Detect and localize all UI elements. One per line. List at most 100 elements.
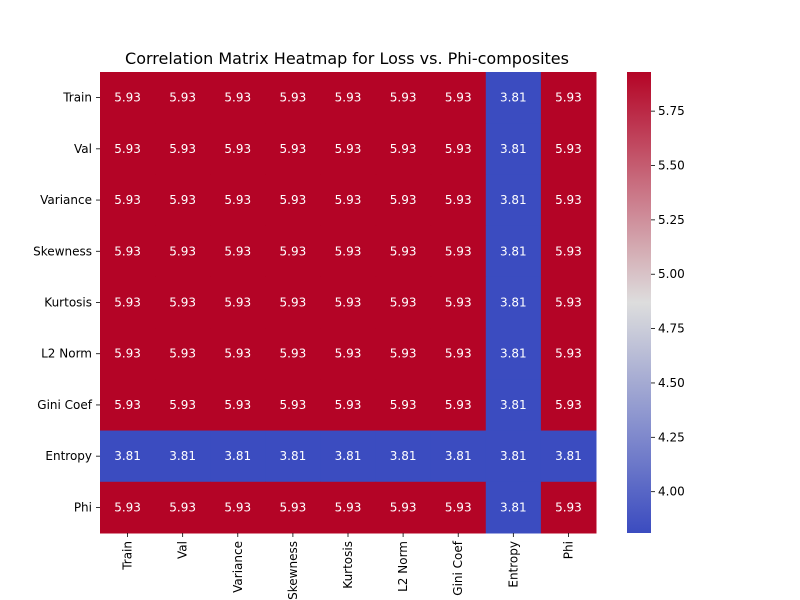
heatmap-cell <box>485 225 542 278</box>
heatmap-cell <box>540 174 597 227</box>
cell-value-label: 3.81 <box>114 449 141 463</box>
cell-value-label: 5.93 <box>224 244 251 258</box>
cell-value-label: 5.93 <box>114 500 141 514</box>
cell-value-label: 3.81 <box>224 449 251 463</box>
cell-value-label: 5.93 <box>335 296 362 310</box>
heatmap-cell <box>320 174 377 227</box>
heatmap-cell <box>155 328 211 380</box>
cell-value-label: 5.93 <box>335 91 362 105</box>
cell-value-label: 5.93 <box>335 500 362 514</box>
colorbar-tick-label: 5.25 <box>658 213 685 227</box>
colorbar-tick-label: 5.50 <box>658 159 685 173</box>
cell-value-label: 3.81 <box>500 142 527 156</box>
heatmap-cell <box>320 276 377 329</box>
cell-value-label: 5.93 <box>114 142 141 156</box>
x-tick-label: Entropy <box>506 541 520 588</box>
cell-value-label: 5.93 <box>445 296 472 310</box>
cell-value-label: 5.93 <box>555 91 582 105</box>
colorbar <box>627 72 651 533</box>
cell-value-label: 5.93 <box>555 296 582 310</box>
heatmap-cell <box>485 174 542 227</box>
heatmap-cell <box>210 481 266 534</box>
cell-value-label: 5.93 <box>390 142 417 156</box>
colorbar-tick-label: 4.75 <box>658 322 685 336</box>
cell-value-label: 5.93 <box>169 91 196 105</box>
cell-value-label: 5.93 <box>390 296 417 310</box>
heatmap-cell <box>155 481 211 534</box>
heatmap-cell <box>100 276 156 329</box>
cell-value-label: 5.93 <box>555 244 582 258</box>
cell-value-label: 5.93 <box>114 193 141 207</box>
cell-value-label: 5.93 <box>390 347 417 361</box>
cell-value-label: 3.81 <box>169 449 196 463</box>
cell-value-label: 5.93 <box>224 193 251 207</box>
heatmap-cell <box>485 430 542 483</box>
heatmap-cell <box>265 174 321 227</box>
heatmap-cell <box>265 430 321 483</box>
cell-value-label: 5.93 <box>280 500 307 514</box>
cell-value-label: 5.93 <box>169 193 196 207</box>
heatmap-cell <box>320 225 377 278</box>
cell-value-label: 5.93 <box>445 398 472 412</box>
cell-value-label: 3.81 <box>500 347 527 361</box>
cell-value-label: 5.93 <box>445 347 472 361</box>
cell-value-label: 3.81 <box>500 449 527 463</box>
cell-value-label: 5.93 <box>280 244 307 258</box>
cell-value-label: 5.93 <box>169 142 196 156</box>
x-tick-label: Val <box>176 541 190 559</box>
chart-title: Correlation Matrix Heatmap for Loss vs. … <box>125 49 569 68</box>
heatmap-cell <box>320 379 377 432</box>
y-tick-label: Entropy <box>45 449 92 463</box>
cell-value-label: 5.93 <box>390 193 417 207</box>
cell-value-label: 5.93 <box>169 500 196 514</box>
heatmap-cell <box>485 481 542 534</box>
heatmap-cell <box>265 72 321 124</box>
heatmap-cell <box>155 276 211 329</box>
cell-value-label: 5.93 <box>280 142 307 156</box>
heatmap-cell <box>210 225 266 278</box>
heatmap-cell <box>540 481 597 534</box>
cell-value-label: 5.93 <box>555 142 582 156</box>
heatmap-cell <box>265 379 321 432</box>
y-tick-label: Val <box>74 142 92 156</box>
cell-value-label: 3.81 <box>500 91 527 105</box>
x-tick-label: Variance <box>231 541 245 593</box>
colorbar-tick-label: 4.00 <box>658 485 685 499</box>
heatmap-cell <box>430 174 487 227</box>
heatmap-cell <box>100 225 156 278</box>
heatmap-cell <box>100 379 156 432</box>
cell-value-label: 5.93 <box>335 347 362 361</box>
cell-value-label: 5.93 <box>335 244 362 258</box>
cell-annotations: 5.93 5.93 5.93 5.93 5.93 5.93 5.93 3.81 5.93 5.93… <box>114 91 582 515</box>
heatmap-cell <box>320 328 377 380</box>
cell-value-label: 5.93 <box>114 244 141 258</box>
x-tick-label: Kurtosis <box>341 541 355 589</box>
heatmap-cell <box>430 72 487 124</box>
cell-value-label: 5.93 <box>169 398 196 412</box>
heatmap-cell <box>430 328 487 380</box>
cell-value-label: 3.81 <box>445 449 472 463</box>
heatmap-cell <box>155 225 211 278</box>
heatmap-cell <box>375 328 432 380</box>
cell-value-label: 5.93 <box>390 500 417 514</box>
heatmap-cell <box>210 328 266 380</box>
x-tick-label: Skewness <box>286 541 300 600</box>
heatmap-cell <box>375 174 432 227</box>
cell-value-label: 5.93 <box>280 347 307 361</box>
x-tick-label: Gini Coef <box>451 540 465 595</box>
cell-value-label: 5.93 <box>280 91 307 105</box>
cell-value-label: 5.93 <box>445 500 472 514</box>
cell-value-label: 3.81 <box>335 449 362 463</box>
y-tick-label: Gini Coef <box>37 398 92 412</box>
x-axis-tick-labels: Train Val Variance Skewness Kurtosis L2 Norm G… <box>121 533 575 600</box>
cell-value-label: 5.93 <box>390 244 417 258</box>
heatmap-cell <box>265 225 321 278</box>
heatmap-cell <box>485 328 542 380</box>
heatmap-cell <box>100 328 156 380</box>
heatmap-cell <box>210 379 266 432</box>
y-tick-label: Train <box>62 91 92 105</box>
heatmap-cell <box>430 123 487 175</box>
cell-value-label: 5.93 <box>335 193 362 207</box>
heatmap-cell <box>375 123 432 175</box>
